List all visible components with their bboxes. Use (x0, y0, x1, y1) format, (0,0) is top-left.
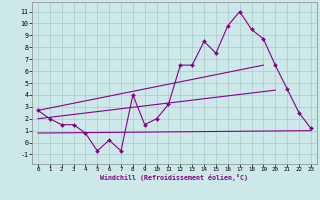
X-axis label: Windchill (Refroidissement éolien,°C): Windchill (Refroidissement éolien,°C) (100, 174, 248, 181)
